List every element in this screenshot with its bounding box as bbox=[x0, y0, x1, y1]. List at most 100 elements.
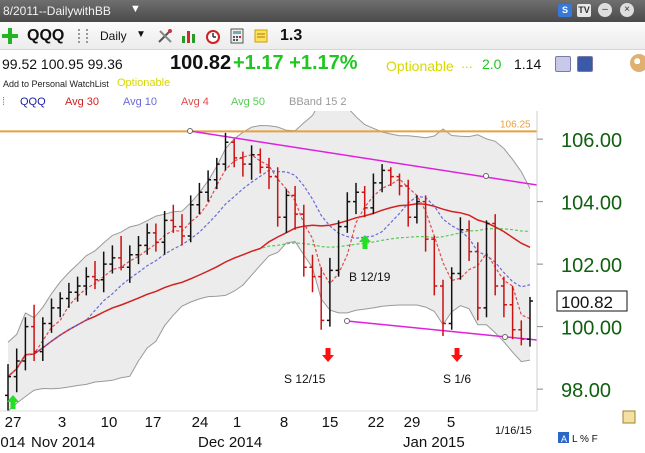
date-tick-label: 3 bbox=[58, 414, 66, 431]
legend-grip-icon[interactable]: ⁞ bbox=[2, 96, 6, 108]
period-select[interactable]: Daily bbox=[100, 29, 127, 43]
tv-button[interactable]: TV bbox=[577, 4, 591, 17]
ohlc-bar bbox=[379, 164, 386, 193]
ohlc-bar bbox=[39, 317, 46, 361]
ohlc-bar bbox=[509, 286, 516, 340]
close-icon[interactable]: × bbox=[620, 3, 634, 17]
ohlc-bar bbox=[344, 192, 351, 233]
ohlc-bar bbox=[440, 279, 446, 336]
date-tick-label: 27 bbox=[5, 414, 22, 431]
month-label: Dec 2014 bbox=[198, 434, 262, 451]
ohlc-bar bbox=[466, 220, 473, 261]
ohlc-bar bbox=[179, 214, 185, 246]
symbol-input[interactable]: QQQ bbox=[27, 27, 65, 44]
save-icon[interactable] bbox=[577, 56, 593, 72]
ohlc-bar bbox=[92, 261, 98, 290]
ohlc-bar bbox=[144, 223, 151, 255]
minimize-icon[interactable]: – bbox=[598, 3, 612, 17]
chart-settings-icon[interactable] bbox=[558, 432, 569, 443]
date-tick-label: 29 bbox=[404, 414, 421, 431]
annotation-label: S 1/6 bbox=[443, 372, 471, 386]
ratio-value: 2.0 bbox=[482, 56, 502, 72]
avg30-line bbox=[7, 202, 531, 378]
date-tick-label: 24 bbox=[192, 414, 209, 431]
ohlc-bar bbox=[500, 276, 507, 318]
ohlc-bar bbox=[448, 267, 455, 330]
ohlc-bar bbox=[387, 167, 394, 186]
price-chart[interactable]: 106.25 B 12/19 S 12/15 S 1/6 106.00 104.00 102… bbox=[0, 111, 645, 453]
watchlist-link[interactable]: Add to Personal WatchList bbox=[3, 79, 109, 89]
ohlc-bar bbox=[5, 364, 11, 411]
legend-qqq[interactable]: QQQ bbox=[20, 96, 46, 108]
legend-avg4[interactable]: Avg 4 bbox=[181, 96, 209, 108]
watchlist-optionable: Optionable bbox=[117, 77, 171, 89]
ohlc-bar bbox=[65, 282, 72, 308]
scale-options-icon[interactable]: L % F bbox=[572, 434, 598, 445]
date-tick-label: 5 bbox=[447, 414, 455, 431]
last-date-label: 1/16/15 bbox=[495, 425, 532, 437]
annotation-label: B 12/19 bbox=[349, 270, 391, 284]
ohlc-bar bbox=[405, 179, 412, 227]
ohlc-bar bbox=[126, 245, 133, 283]
last-price: 100.82 bbox=[170, 52, 232, 74]
edit-icon[interactable] bbox=[622, 410, 636, 424]
ohlc-bar bbox=[13, 348, 20, 393]
ohlc-bar bbox=[109, 245, 116, 274]
database-icon[interactable] bbox=[555, 56, 571, 72]
period-dropdown-icon[interactable]: ▼ bbox=[136, 29, 146, 40]
price-tick-label: 100.00 bbox=[561, 318, 622, 340]
price-tick-label: 104.00 bbox=[561, 193, 622, 215]
trendline-anchor bbox=[483, 173, 489, 179]
sell-arrow-icon bbox=[322, 348, 334, 362]
notes-icon[interactable] bbox=[253, 28, 269, 44]
calculator-icon[interactable] bbox=[229, 28, 245, 44]
ohlc-bar bbox=[483, 220, 490, 318]
ohlc-bar bbox=[361, 186, 368, 218]
bar-chart-icon[interactable] bbox=[181, 28, 197, 44]
resistance-label: 106.25 bbox=[500, 119, 531, 130]
trendline-anchor bbox=[187, 128, 193, 134]
palette-icon[interactable] bbox=[630, 54, 645, 72]
ohlc-bar bbox=[370, 173, 377, 215]
ohlc-bar bbox=[161, 211, 168, 255]
price-tick-label: 106.00 bbox=[561, 130, 622, 152]
more-dots[interactable]: ... bbox=[461, 55, 473, 71]
drawing-tools-icon[interactable] bbox=[157, 28, 173, 44]
ohlc-bar bbox=[474, 242, 481, 321]
price-tick-label: 102.00 bbox=[561, 255, 622, 277]
ohlc-bar bbox=[396, 173, 403, 196]
ohlc-bar bbox=[74, 276, 81, 302]
last-price-box bbox=[556, 290, 628, 312]
legend-bband[interactable]: BBand 15 2 bbox=[289, 96, 347, 108]
add-icon[interactable] bbox=[2, 28, 18, 44]
alarm-clock-icon[interactable] bbox=[205, 28, 221, 44]
month-label: Nov 2014 bbox=[31, 434, 95, 451]
ohlc-bar bbox=[492, 214, 499, 296]
quote-strip: 99.52 100.95 99.36 100.82 +1.17 +1.17% O… bbox=[0, 50, 645, 94]
ohl-prices: 99.52 100.95 99.36 bbox=[2, 56, 123, 72]
chart-settings-icon-letter: A bbox=[561, 434, 567, 444]
annotation-label: S 12/15 bbox=[284, 372, 326, 386]
s-button[interactable]: S bbox=[558, 4, 572, 17]
ohlc-bar bbox=[118, 236, 125, 271]
ohlc-bar bbox=[83, 267, 90, 296]
legend-avg50[interactable]: Avg 50 bbox=[231, 96, 266, 108]
grip-icon[interactable] bbox=[78, 29, 88, 43]
date-tick-label: 17 bbox=[145, 414, 162, 431]
ohlc-bar bbox=[353, 182, 359, 215]
ohlc-bar bbox=[57, 292, 64, 318]
ohlc-bar bbox=[257, 148, 264, 174]
title-dropdown-icon[interactable]: ▼ bbox=[130, 3, 141, 15]
ohlc-bar bbox=[205, 170, 212, 202]
optionable-label: Optionable bbox=[386, 58, 454, 74]
legend-avg30[interactable]: Avg 30 bbox=[65, 96, 100, 108]
legend-avg10[interactable]: Avg 10 bbox=[123, 96, 158, 108]
trendline-anchor bbox=[344, 318, 350, 324]
buy-arrow-icon bbox=[7, 395, 19, 409]
price-change: +1.17 +1.17% bbox=[233, 52, 358, 74]
ohlc-bar bbox=[422, 195, 429, 252]
window-title: 8/2011--DailywithBB bbox=[3, 4, 111, 18]
ohlc-bar bbox=[48, 298, 55, 333]
iv-value: 1.14 bbox=[514, 56, 542, 72]
trendline-anchor bbox=[502, 334, 508, 340]
